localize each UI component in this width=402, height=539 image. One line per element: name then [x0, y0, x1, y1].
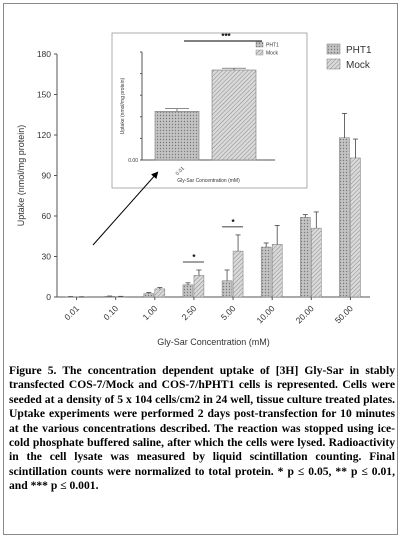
- inset-y-tick-label: 0.00: [128, 158, 138, 164]
- caption-text: The concentration dependent uptake of [3…: [9, 364, 395, 493]
- figure-label: Figure 5.: [9, 364, 57, 377]
- inset-x-axis-label: Gly-Sar Concentration (mM): [177, 178, 240, 184]
- bar-mock-5.00: [232, 250, 244, 298]
- chart-area: 0 30 60 90 120 150 180 Uptake (nmol/mg protein)…: [16, 32, 372, 347]
- significance-marker: *: [232, 218, 236, 227]
- main-chart: 0 30 60 90 120 150 180 Uptake (nmol/mg protein)…: [16, 43, 372, 347]
- significance-marker: *: [192, 253, 196, 262]
- inset-significance-marker: ***: [221, 32, 231, 41]
- bar-mock-50.00: [350, 157, 361, 298]
- y-tick-label: 60: [42, 211, 52, 221]
- bar-mock-10.00: [271, 244, 283, 298]
- bar-pht1-2.50: [182, 284, 194, 298]
- bar-pht1-1.00: [143, 293, 155, 298]
- x-tick-label: 0.01: [62, 303, 81, 322]
- bar-mock-20.00: [311, 227, 322, 298]
- figure-caption: Figure 5. The concentration dependent up…: [9, 364, 395, 494]
- inset-category-label: 0.01: [175, 166, 186, 177]
- bar-pht1-5.00: [221, 280, 233, 298]
- inset-legend-label-mock: Mock: [266, 51, 278, 57]
- legend-label-pht1: PHT1: [346, 45, 372, 56]
- y-tick-label: 120: [37, 130, 51, 140]
- bar-pht1-20.00: [300, 217, 311, 298]
- legend-label-mock: Mock: [346, 60, 371, 71]
- inset-chart: 0.00 Uptake (nmol/mg protein) Gly-Sar Conc…: [111, 32, 308, 189]
- bar-pht1-10.00: [260, 246, 272, 298]
- bar-mock-1.00: [154, 288, 166, 298]
- bar-pht1-50.00: [339, 137, 350, 298]
- inset-frame: [111, 32, 308, 189]
- inset-bar-mock: [211, 69, 257, 161]
- inset-pointer-arrow: [92, 171, 159, 246]
- bar-mock-2.50: [193, 275, 205, 298]
- x-tick-label: 0.10: [101, 303, 120, 322]
- x-tick-label: 1.00: [140, 303, 159, 322]
- y-axis-label: Uptake (nmol/mg protein): [16, 125, 26, 227]
- x-axis-label: Gly-Sar Concentration (mM): [157, 337, 270, 347]
- figure-frame: [3, 3, 398, 535]
- x-tick-label: 5.00: [219, 303, 238, 322]
- legend-swatch-pht1: [326, 43, 341, 55]
- inset-legend-swatch-mock: [255, 49, 264, 56]
- y-tick-label: 90: [42, 171, 52, 181]
- x-tick-label: 20.00: [294, 303, 316, 325]
- y-tick-label: 180: [37, 49, 51, 59]
- legend-swatch-mock: [326, 58, 341, 70]
- x-tick-label: 50.00: [333, 303, 355, 325]
- inset-y-axis-label: Uptake (nmol/mg protein): [120, 77, 126, 134]
- x-tick-label: 2.50: [180, 303, 199, 322]
- x-tick-label: 10.00: [254, 303, 276, 325]
- y-tick-label: 30: [42, 252, 52, 262]
- inset-bar-pht1: [154, 111, 200, 161]
- inset-legend-swatch-pht1: [255, 41, 264, 48]
- y-tick-label: 0: [46, 292, 51, 302]
- y-tick-label: 150: [37, 90, 51, 100]
- inset-legend-label-pht1: PHT1: [266, 43, 279, 49]
